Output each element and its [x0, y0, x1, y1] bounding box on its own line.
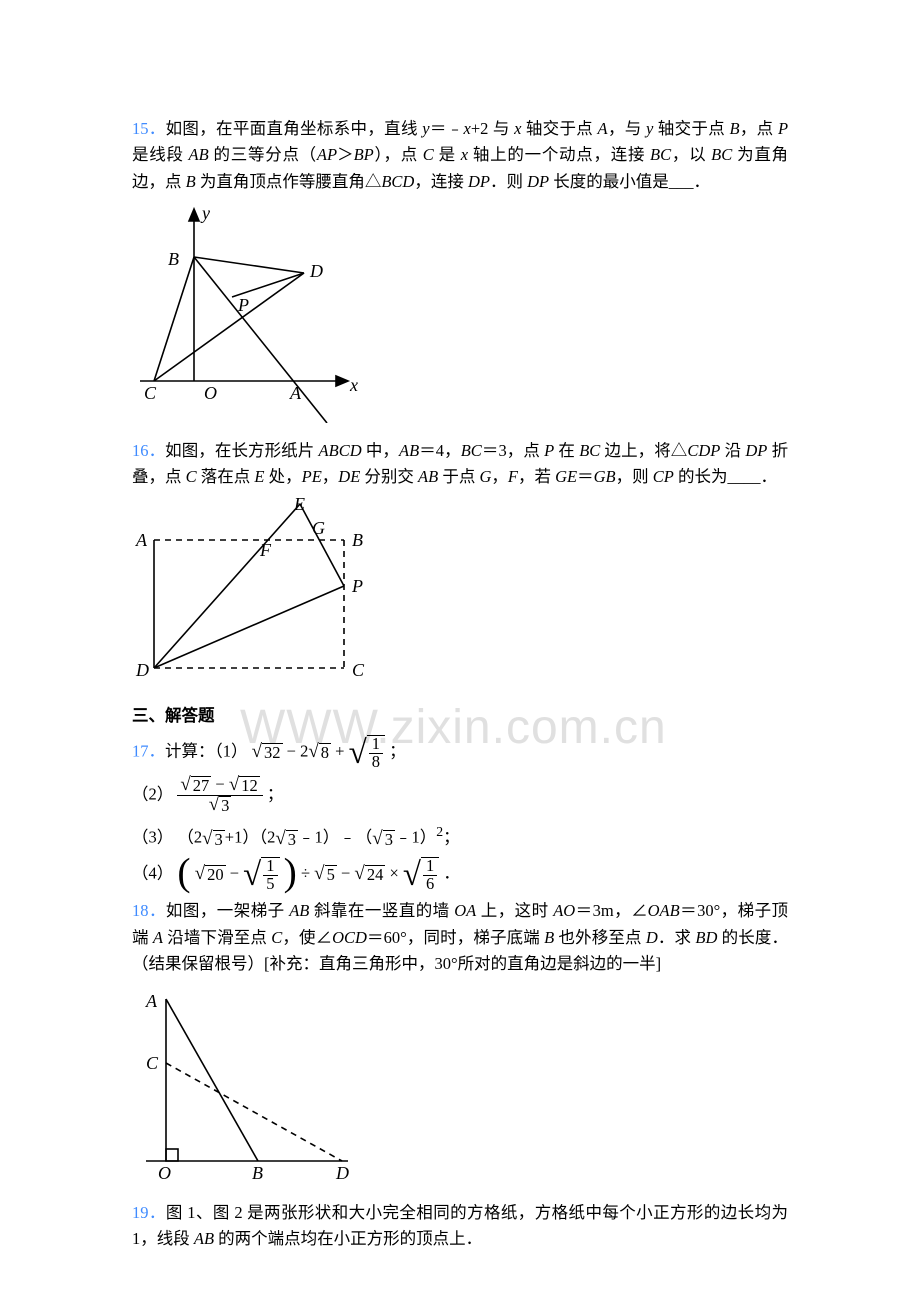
q15-para: 15．如图，在平面直角坐标系中，直线 y＝﹣x+2 与 x 轴交于点 A，与 y…: [132, 116, 788, 195]
q17-line2: （2） √27 − √12 √3 ；: [132, 776, 788, 815]
q18-number: 18．: [132, 901, 166, 920]
svg-text:P: P: [237, 295, 249, 315]
q17-line3: （3） （2√3+1）（2√3﹣1）﹣（√3﹣1）2；: [132, 821, 788, 851]
svg-text:A: A: [289, 383, 302, 403]
page-content: 15．如图，在平面直角坐标系中，直线 y＝﹣x+2 与 x 轴交于点 A，与 y…: [132, 116, 788, 1253]
svg-text:C: C: [146, 1053, 159, 1073]
svg-text:D: D: [135, 660, 149, 680]
svg-text:P: P: [351, 576, 363, 596]
svg-text:B: B: [252, 1163, 263, 1183]
q17-line1: 17．计算：（1） √32 − 2√8 + √18 ；: [132, 735, 788, 770]
svg-text:x: x: [349, 375, 358, 395]
svg-text:A: A: [135, 530, 148, 550]
q18-para: 18．如图，一架梯子 AB 斜靠在一竖直的墙 OA 上，这时 AO＝3m，∠OA…: [132, 898, 788, 977]
q19-para: 19．图 1、图 2 是两张形状和大小完全相同的方格纸，方格纸中每个小正方形的边…: [132, 1200, 788, 1253]
svg-text:G: G: [312, 518, 325, 538]
q18-figure: A C O B D: [132, 985, 788, 1193]
q19-number: 19．: [132, 1203, 166, 1222]
svg-text:C: C: [352, 660, 365, 680]
q15-figure: y x O A B C D P: [132, 203, 788, 431]
q15-number: 15．: [132, 119, 166, 138]
svg-text:D: D: [309, 261, 323, 281]
svg-text:B: B: [168, 249, 179, 269]
q16-figure: A B C D EG F P: [132, 498, 788, 696]
svg-text:O: O: [204, 383, 217, 403]
svg-text:y: y: [200, 203, 210, 223]
section-3-title: 三、解答题: [132, 703, 788, 729]
q16-para: 16．如图，在长方形纸片 ABCD 中，AB＝4，BC＝3，点 P 在 BC 边…: [132, 438, 788, 491]
q17-line4: （4） ( √20 − √15 ) ÷ √5 − √24 × √16 ．: [132, 857, 788, 892]
svg-text:A: A: [145, 991, 158, 1011]
svg-text:F: F: [259, 540, 272, 560]
svg-text:D: D: [335, 1163, 349, 1183]
svg-text:C: C: [144, 383, 157, 403]
svg-text:E: E: [293, 498, 305, 514]
q17-number: 17．: [132, 741, 165, 760]
q16-number: 16．: [132, 441, 165, 460]
svg-text:O: O: [158, 1163, 171, 1183]
svg-text:B: B: [352, 530, 363, 550]
